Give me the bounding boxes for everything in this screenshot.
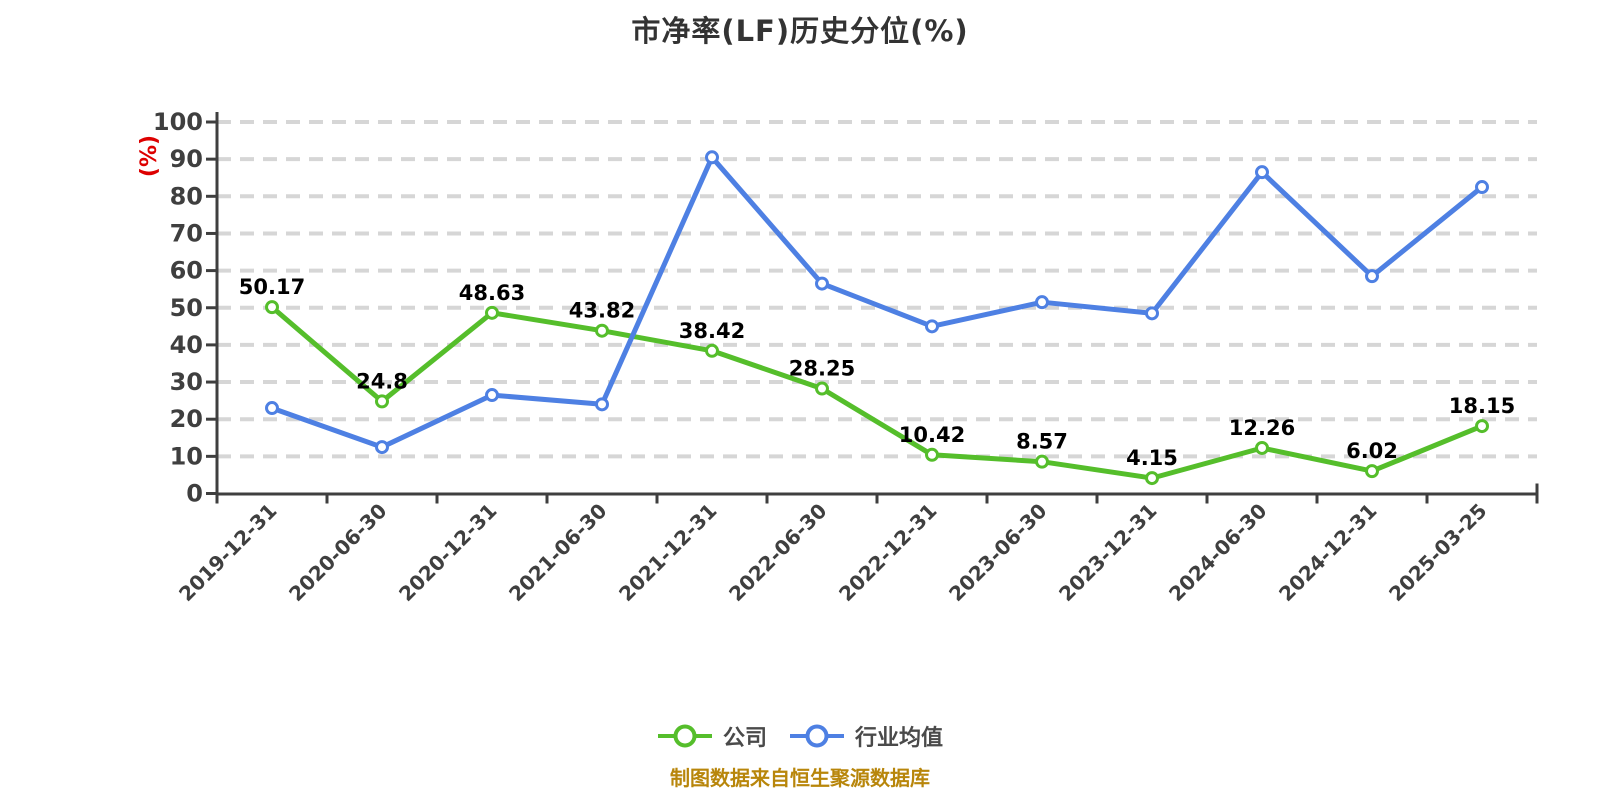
data-point-label: 38.42 xyxy=(679,319,745,343)
company-series-marker-icon xyxy=(657,724,712,748)
data-point-marker-industry-average[interactable] xyxy=(1255,165,1269,180)
data-point-label: 50.17 xyxy=(239,275,305,299)
data-point-label: 48.63 xyxy=(459,281,525,305)
y-tick-label: 20 xyxy=(170,405,203,433)
x-tick-label: 2020-06-30 xyxy=(284,499,391,606)
data-point-marker-industry-average[interactable] xyxy=(1145,306,1159,321)
data-point-marker-industry-average[interactable] xyxy=(925,319,939,334)
x-tick-label: 2021-06-30 xyxy=(504,499,611,606)
data-point-marker-industry-average[interactable] xyxy=(1365,269,1379,284)
y-tick-label: 30 xyxy=(170,368,203,396)
data-point-marker-company[interactable] xyxy=(1255,440,1269,455)
legend-item-company[interactable]: 公司 xyxy=(657,720,767,752)
series-line-company[interactable] xyxy=(269,304,1485,481)
data-point-marker-company[interactable] xyxy=(925,447,939,462)
x-tick-label: 2023-12-31 xyxy=(1054,499,1161,606)
data-point-marker-company[interactable] xyxy=(265,300,279,315)
data-point-marker-company[interactable] xyxy=(1475,419,1489,434)
data-point-label: 43.82 xyxy=(569,299,635,323)
y-tick-label: 10 xyxy=(170,442,203,470)
y-tick-label: 0 xyxy=(186,480,203,508)
data-point-marker-industry-average[interactable] xyxy=(595,397,609,412)
x-tick-label: 2024-06-30 xyxy=(1164,499,1271,606)
data-point-label: 24.8 xyxy=(356,369,408,393)
data-point-marker-industry-average[interactable] xyxy=(1475,180,1489,195)
data-point-marker-industry-average[interactable] xyxy=(485,388,499,403)
industry-average-series-marker-icon xyxy=(790,724,844,748)
data-point-marker-company[interactable] xyxy=(705,343,719,358)
chart-title: 市净率(LF)历史分位(%) xyxy=(631,14,969,48)
data-source-note: 制图数据来自恒生聚源数据库 xyxy=(670,766,930,790)
data-point-marker-industry-average[interactable] xyxy=(705,150,719,165)
x-tick-label: 2023-06-30 xyxy=(944,499,1051,606)
data-point-label: 6.02 xyxy=(1346,439,1398,463)
legend-label-industry-average: 行业均值 xyxy=(855,726,944,751)
data-point-marker-company[interactable] xyxy=(815,381,829,396)
data-point-marker-company[interactable] xyxy=(1035,454,1049,469)
x-tick-label: 2021-12-31 xyxy=(614,499,721,606)
y-tick-label: 90 xyxy=(170,145,203,173)
legend-item-industry-average[interactable]: 行业均值 xyxy=(789,720,943,752)
x-tick-label: 2020-12-31 xyxy=(394,499,501,606)
data-point-label: 18.15 xyxy=(1449,394,1515,418)
y-axis-unit-label: (%) xyxy=(137,135,162,177)
y-tick-label: 50 xyxy=(170,294,203,322)
data-point-label: 4.15 xyxy=(1126,446,1178,470)
data-point-label: 12.26 xyxy=(1229,416,1295,440)
y-tick-label: 80 xyxy=(170,182,203,210)
legend-label-company: 公司 xyxy=(722,726,767,751)
data-point-marker-industry-average[interactable] xyxy=(265,401,279,416)
data-point-marker-industry-average[interactable] xyxy=(1035,295,1049,310)
y-tick-label: 70 xyxy=(170,219,203,247)
data-point-marker-company[interactable] xyxy=(375,394,389,409)
x-tick-label: 2024-12-31 xyxy=(1274,499,1381,606)
data-point-label: 10.42 xyxy=(899,423,965,447)
data-point-marker-industry-average[interactable] xyxy=(815,276,829,291)
y-tick-label: 40 xyxy=(170,331,203,359)
data-point-marker-company[interactable] xyxy=(1365,464,1379,479)
data-point-label: 28.25 xyxy=(789,357,855,381)
series-line-industry-average[interactable] xyxy=(269,154,1485,450)
x-tick-label: 2025-03-25 xyxy=(1384,499,1491,606)
y-tick-label: 60 xyxy=(170,257,203,285)
x-tick-label: 2022-12-31 xyxy=(834,499,941,606)
data-point-marker-company[interactable] xyxy=(595,323,609,338)
legend: 公司 行业均值 xyxy=(0,720,1600,752)
data-point-label: 8.57 xyxy=(1016,430,1068,454)
x-tick-label: 2019-12-31 xyxy=(174,499,281,606)
data-point-marker-industry-average[interactable] xyxy=(375,440,389,455)
y-tick-label: 100 xyxy=(153,108,203,136)
data-point-marker-company[interactable] xyxy=(1145,471,1159,486)
data-point-marker-company[interactable] xyxy=(485,305,499,320)
x-tick-label: 2022-06-30 xyxy=(724,499,831,606)
